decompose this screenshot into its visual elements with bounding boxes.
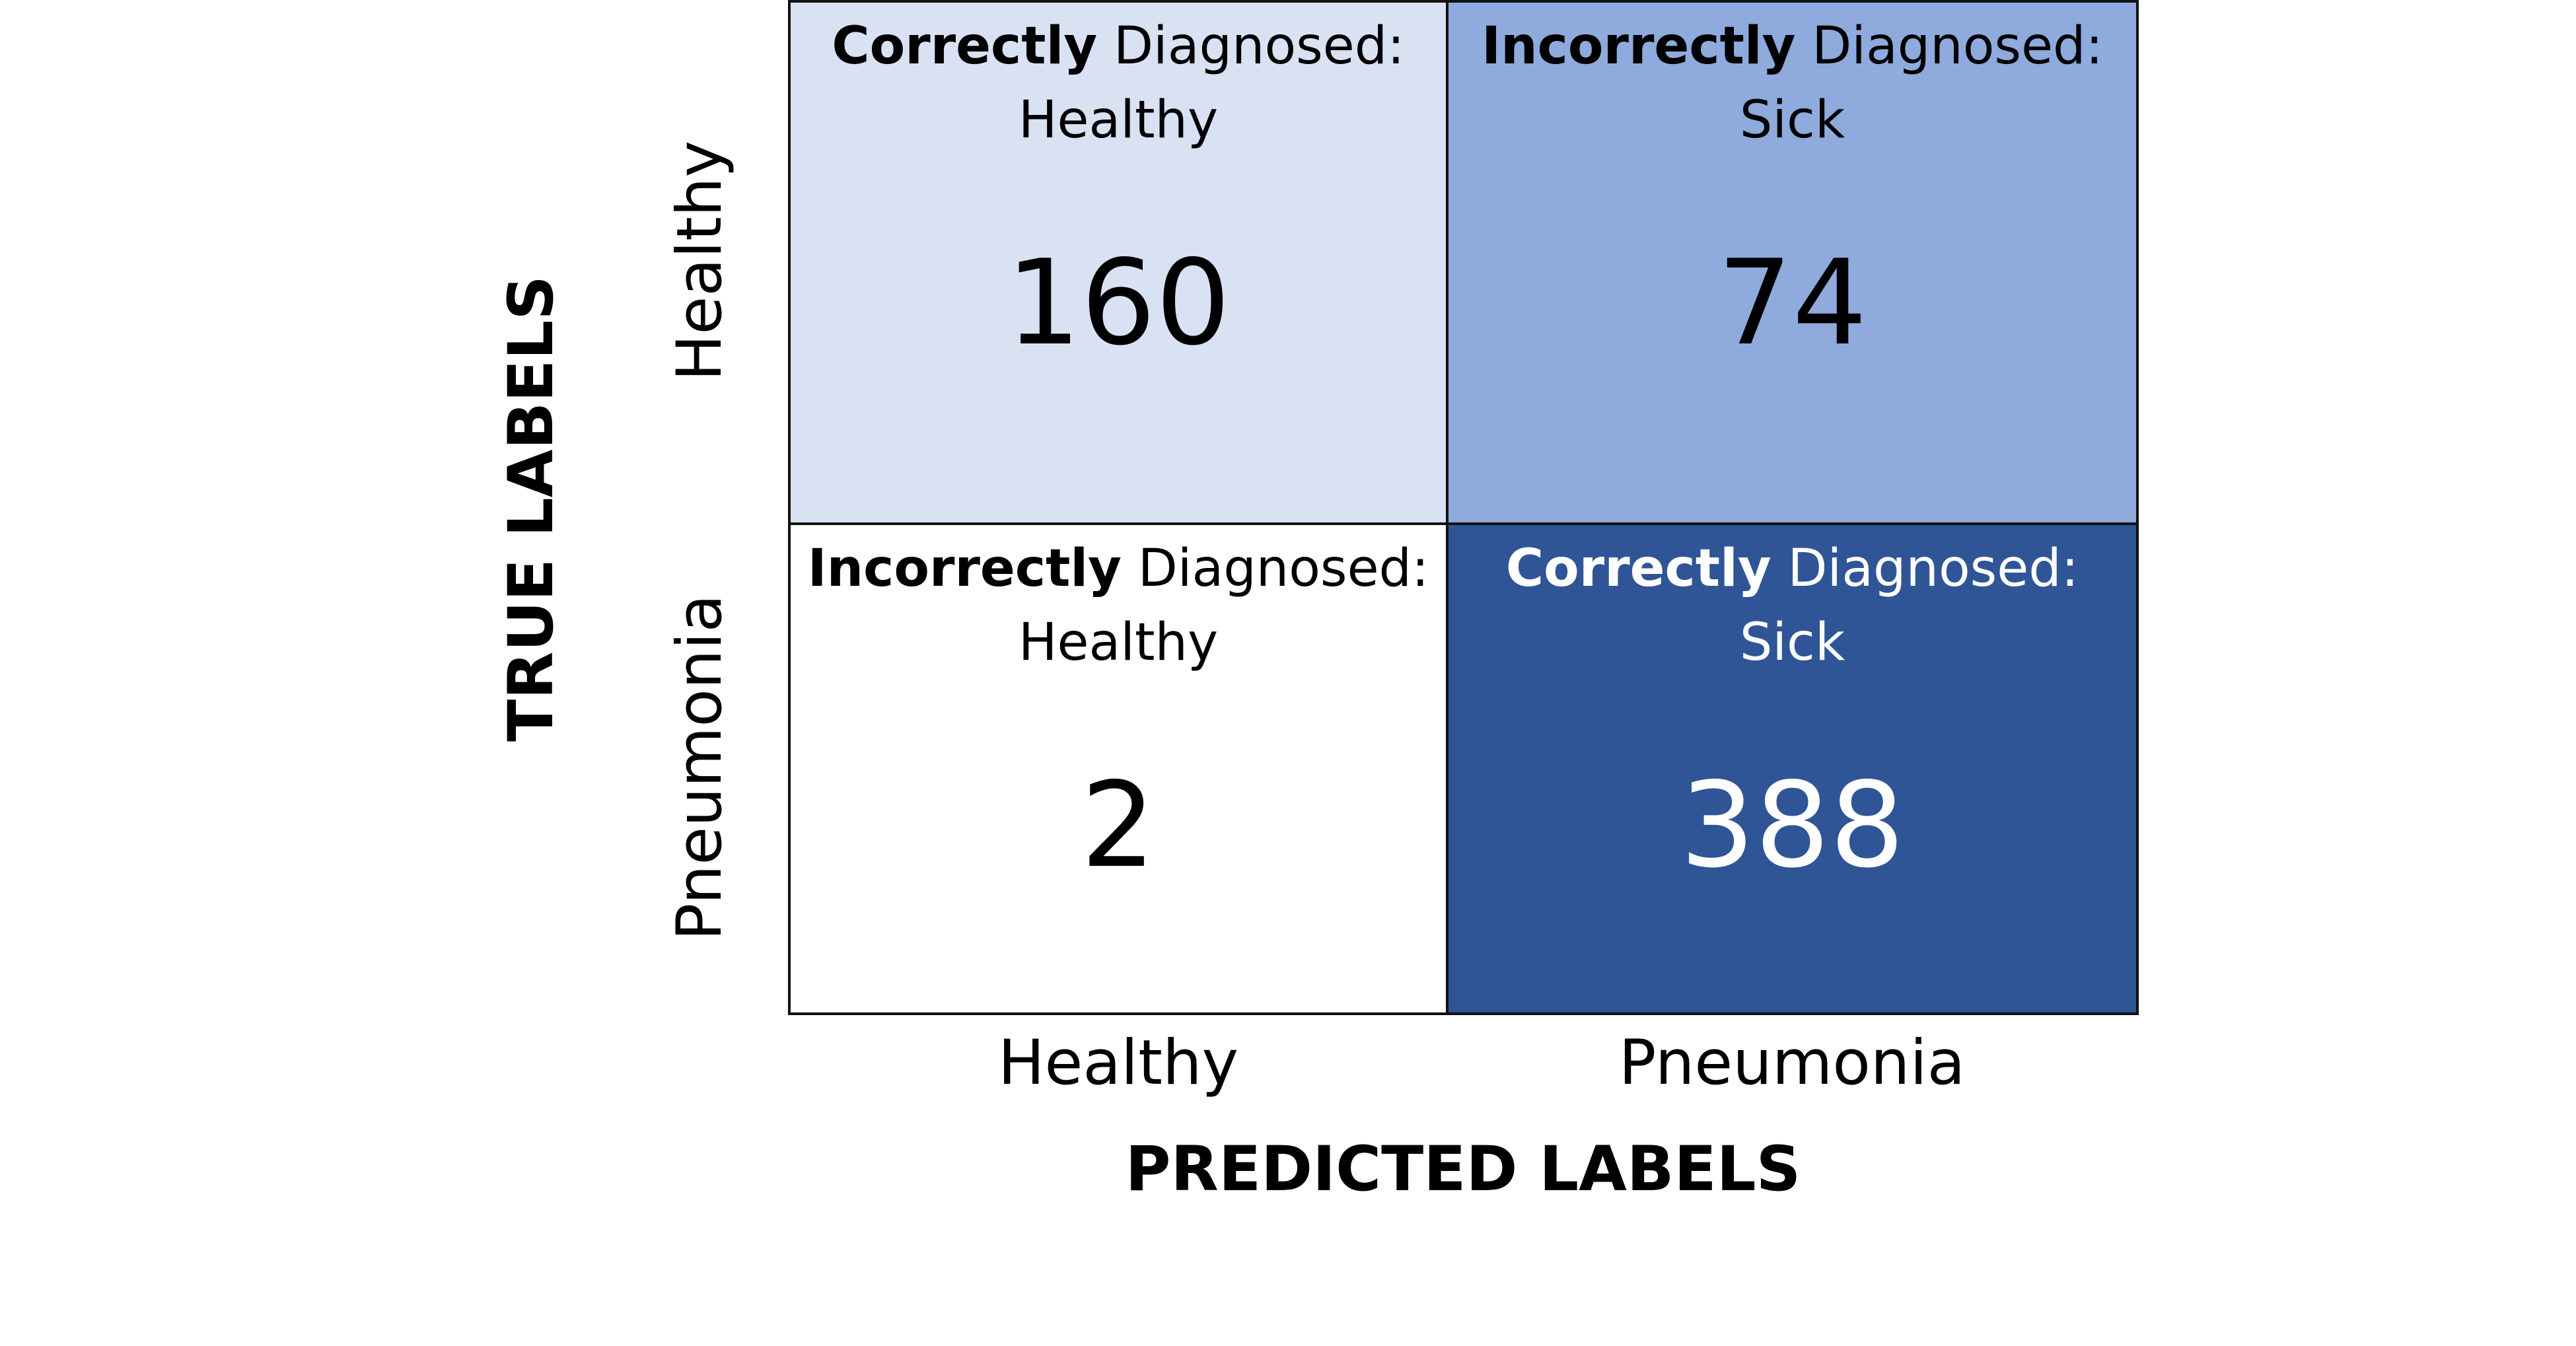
y-tick-label-pneumonia: Pneumonia	[664, 594, 736, 941]
cell-label-outcome: Healthy	[1018, 90, 1219, 150]
cell-true-pneumonia-pred-healthy: Incorrectly Diagnosed: Healthy 2	[788, 522, 1449, 1015]
cell-label-strong: Incorrectly	[1482, 17, 1796, 76]
cell-label-outcome: Sick	[1739, 90, 1845, 150]
cell-value: 74	[1717, 234, 1867, 371]
cell-true-healthy-pred-healthy: Correctly Diagnosed: Healthy 160	[788, 0, 1449, 525]
cell-value: 160	[1006, 234, 1231, 371]
x-tick-label-healthy: Healthy	[997, 1027, 1239, 1099]
cell-label-outcome: Healthy	[1018, 613, 1219, 672]
cell-label-strong: Incorrectly	[807, 539, 1122, 598]
confusion-matrix: Correctly Diagnosed: Healthy 160 Incorre…	[788, 0, 2139, 1015]
y-axis-title: TRUE LABELS	[495, 275, 567, 742]
cell-label-rest: Diagnosed:	[1771, 539, 2079, 598]
cell-value: 388	[1680, 757, 1905, 894]
cell-true-pneumonia-pred-pneumonia: Correctly Diagnosed: Sick 388	[1446, 522, 2139, 1015]
cell-label-rest: Diagnosed:	[1795, 17, 2103, 76]
x-axis-title: PREDICTED LABELS	[1125, 1133, 1801, 1205]
cell-value: 2	[1081, 757, 1156, 894]
y-tick-label-healthy: Healthy	[664, 140, 736, 382]
cell-label-strong: Correctly	[832, 17, 1098, 76]
cell-label-rest: Diagnosed:	[1097, 17, 1405, 76]
cell-label-strong: Correctly	[1505, 539, 1771, 598]
cell-label-rest: Diagnosed:	[1121, 539, 1429, 598]
x-tick-label-pneumonia: Pneumonia	[1618, 1027, 1966, 1099]
cell-label-outcome: Sick	[1739, 613, 1845, 672]
cell-true-healthy-pred-pneumonia: Incorrectly Diagnosed: Sick 74	[1446, 0, 2139, 525]
